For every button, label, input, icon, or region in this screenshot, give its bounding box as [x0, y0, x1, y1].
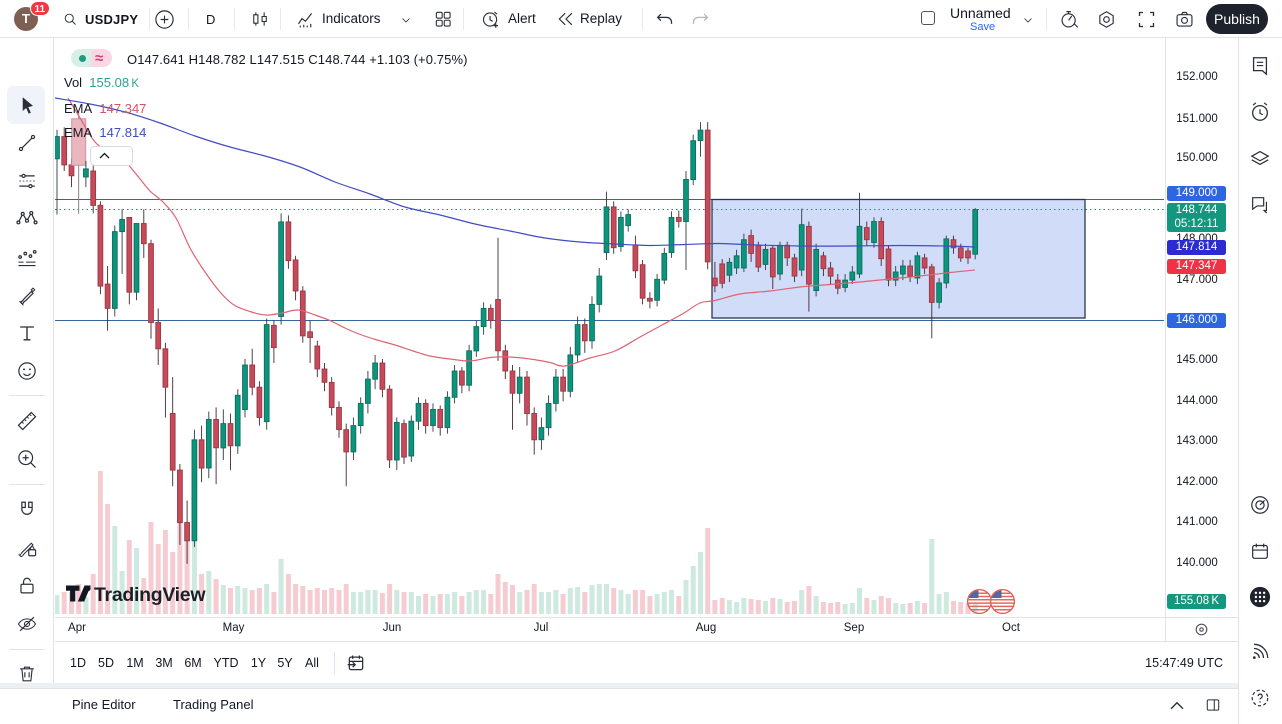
svg-text:TradingView: TradingView: [94, 584, 206, 606]
